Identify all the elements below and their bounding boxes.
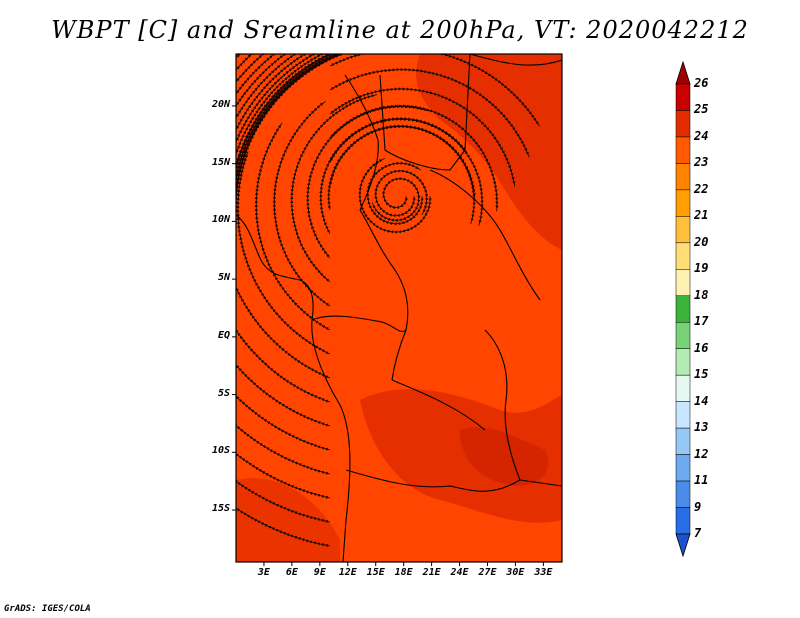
lon-tick-label: 21E [422, 567, 441, 578]
streamline [236, 333, 237, 334]
colorbar-label: 15 [694, 367, 709, 382]
colorbar-swatch [675, 242, 691, 270]
colorbar-swatch [675, 136, 691, 164]
colorbar-label: 20 [694, 234, 709, 249]
chart-title: WBPT [C] and Sreamline at 200hPa, VT: 20… [51, 16, 749, 44]
colorbar-label: 9 [694, 499, 702, 514]
colorbar-label: 26 [694, 76, 709, 90]
lon-tick-label: 33E [534, 567, 553, 578]
colorbar-swatch [675, 269, 691, 297]
streamline [236, 405, 237, 406]
colorbar-label: 23 [694, 155, 709, 170]
lon-tick-label: 18E [394, 567, 413, 578]
lon-tick-label: 12E [338, 567, 357, 578]
lat-tick-label: 5N [217, 272, 230, 284]
colorbar-swatch [675, 110, 691, 138]
colorbar-swatch [675, 507, 691, 535]
colorbar [675, 60, 691, 558]
colorbar-label: 13 [694, 420, 709, 435]
colorbar-top-arrow [675, 60, 691, 85]
streamline [236, 506, 331, 548]
colorbar-swatch [675, 189, 691, 217]
colorbar-label: 18 [694, 287, 709, 302]
colorbar-label: 11 [694, 473, 709, 488]
colorbar-label: 25 [694, 102, 709, 117]
plot-frame [235, 53, 563, 563]
streamline [236, 357, 237, 358]
colorbar-label: 21 [694, 208, 709, 223]
colorbar-swatch [675, 83, 691, 111]
streamline [358, 158, 432, 234]
streamline [236, 381, 237, 382]
streamline [236, 417, 237, 418]
streamline [236, 273, 237, 286]
colorbar-swatch [675, 454, 691, 482]
lon-tick-label: 24E [450, 567, 469, 578]
lon-tick-label: 30E [506, 567, 525, 578]
colorbar-label: 16 [694, 340, 709, 355]
streamline [236, 317, 237, 322]
country-borders [236, 54, 562, 562]
lat-tick-label: 5S [217, 387, 230, 399]
colorbar-swatch [675, 321, 691, 349]
lat-tick-label: EQ [217, 329, 230, 341]
lon-tick-label: 27E [478, 567, 497, 578]
colorbar-bottom-arrow [675, 533, 691, 558]
lon-tick-label: 9E [313, 567, 326, 578]
wbpt-contour-25-south [460, 427, 549, 486]
colorbar-label: 17 [694, 314, 709, 329]
colorbar-swatch [675, 295, 691, 323]
lat-tick-label: 15N [211, 156, 230, 168]
lat-tick-label: 20N [211, 98, 230, 110]
colorbar-swatch [675, 348, 691, 376]
colorbar-label: 24 [694, 128, 709, 143]
wbpt-contour-24-south [360, 389, 562, 523]
streamline [236, 261, 237, 274]
colorbar-label: 12 [694, 446, 709, 461]
colorbar-swatch [675, 216, 691, 244]
streamline [236, 345, 237, 346]
lat-tick-label: 10N [211, 214, 230, 226]
colorbar-swatch [675, 374, 691, 402]
colorbar-swatch [675, 427, 691, 455]
colorbar-label: 22 [694, 181, 709, 196]
colorbar-swatch [675, 480, 691, 508]
lat-tick-label: 10S [211, 445, 230, 457]
lon-tick-label: 3E [257, 567, 270, 578]
streamline [236, 54, 344, 250]
axis-ticks [232, 105, 544, 566]
streamline [236, 289, 237, 298]
colorbar-label: 14 [694, 393, 709, 408]
grads-credit: GrADS: IGES/COLA [4, 604, 91, 614]
streamline [236, 393, 237, 394]
colorbar-swatch [675, 401, 691, 429]
colorbar-swatch [675, 163, 691, 191]
lat-tick-label: 15S [211, 503, 230, 515]
colorbar-label: 19 [694, 261, 709, 276]
streamline [236, 369, 237, 370]
colorbar-label: 7 [694, 526, 702, 540]
streamline [236, 301, 237, 310]
lon-tick-label: 15E [366, 567, 385, 578]
streamline [236, 241, 237, 262]
lon-tick-label: 6E [285, 567, 298, 578]
